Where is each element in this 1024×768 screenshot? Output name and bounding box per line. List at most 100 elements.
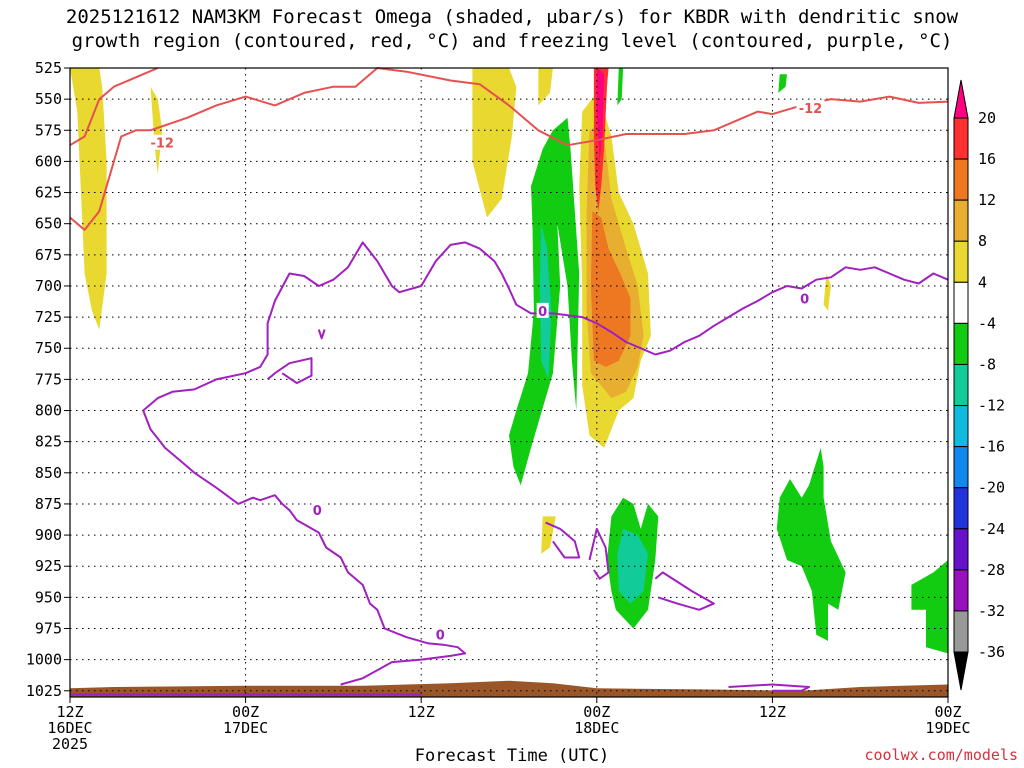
x-tick-label-36-0: 00Z [583,703,610,721]
colorbar-box-2 [953,158,969,201]
gridlines [70,67,948,697]
x-tick-label-0-1: 16DEC [47,719,92,737]
contour-label-bg-2 [536,302,549,318]
colorbar-box-12 [953,569,969,612]
contour-lines [69,67,949,696]
colorbar-box-6 [953,322,969,365]
y-tick-label-850: 850 [35,464,62,482]
contour-0-3 [142,241,949,686]
y-tick-label-925: 925 [35,557,62,575]
colorbar-label-1: 16 [978,150,996,168]
omega-shading [70,68,948,654]
colorbar-box-9 [953,446,969,489]
y-tick-label-575: 575 [35,121,62,139]
contour-label-4: 0 [436,629,445,644]
contour-label-bg-5 [798,290,811,306]
contour-0-5 [317,329,326,340]
contour-0-8 [654,571,715,611]
x-tick-label-60-0: 00Z [934,703,961,721]
contour--12-0 [69,67,159,147]
y-tick-label-950: 950 [35,588,62,606]
omega-region-12 [539,223,552,380]
y-tick-label-675: 675 [35,246,62,264]
x-tick-label-48-0: 12Z [759,703,786,721]
omega-region-6 [823,273,831,311]
site-credit[interactable]: coolwx.com/models [864,746,1018,764]
contour-label-bg-3 [311,502,324,518]
contour-label-2: 0 [538,305,547,320]
terrain-fill [70,680,948,697]
colorbar-box-1 [953,117,969,160]
y-tick-label-1025: 1025 [26,682,62,700]
colorbar-box-4 [953,240,969,283]
contour-label-3: 0 [313,504,322,519]
contour-label-bg-1 [796,99,825,115]
colorbar-label-9: -20 [978,479,1005,497]
colorbar-top-arrow [953,79,969,119]
contour-label-bg-4 [434,626,447,642]
omega-region-14 [617,528,648,604]
x-axis-label: Forecast Time (UTC) [414,746,610,766]
y-tick-label-600: 600 [35,152,62,170]
colorbar-box-11 [953,528,969,571]
colorbar-box-3 [953,199,969,242]
omega-region-16 [778,74,787,93]
colorbar-label-0: 20 [978,109,996,127]
plot-frame [69,67,949,698]
y-tick-label-900: 900 [35,526,62,544]
x-tick-label-0-0: 12Z [56,703,83,721]
colorbar-box-10 [953,487,969,530]
omega-region-3 [538,68,553,106]
contour-0-7 [588,527,610,580]
contour-label-1: -12 [799,102,823,117]
colorbar-label-11: -28 [978,561,1005,579]
colorbar-label-12: -32 [978,602,1005,620]
y-tick-label-700: 700 [35,277,62,295]
y-tick-label-775: 775 [35,370,62,388]
chart-title-line-1: 2025121612 NAM3KM Forecast Omega (shaded… [65,6,959,28]
x-tick-label-24-0: 12Z [408,703,435,721]
contour-0-4 [266,357,313,385]
chart-title-line-2: growth region (contoured, red, °C) and f… [71,30,953,52]
y-tick-label-625: 625 [35,184,62,202]
colorbar-label-3: 8 [978,232,987,250]
contour--12-1 [69,67,949,231]
omega-region-2 [472,68,517,218]
y-tick-label-650: 650 [35,215,62,233]
y-tick-label-800: 800 [35,402,62,420]
omega-region-10 [596,68,605,162]
y-tick-label-525: 525 [35,59,62,77]
y-tick-label-1000: 1000 [26,651,62,669]
omega-region-0 [70,68,107,330]
omega-region-17 [911,560,948,654]
y-tick-label-750: 750 [35,339,62,357]
colorbar-box-7 [953,363,969,407]
y-tick-label-975: 975 [35,619,62,637]
y-tick-label-825: 825 [35,433,62,451]
x-tick-label-12-0: 00Z [232,703,259,721]
colorbar-label-10: -24 [978,520,1005,538]
contour-label-bg-0 [148,134,177,150]
x-tick-label-0-2: 2025 [52,735,88,753]
colorbar: 20 16 12 8 4 -4 -8 -12 -16 -20 -24 -28 -32 -36 [953,79,1005,691]
contour-labels: -12 -12 0 0 0 0 [148,99,825,644]
colorbar-label-6: -8 [978,355,996,373]
x-tick-label-36-1: 18DEC [574,719,619,737]
omega-region-5 [541,516,556,554]
y-axis: 525 550 575 600 625 650 675 700 725 750 775 800 825 8… [26,59,70,700]
colorbar-label-8: -16 [978,438,1005,456]
colorbar-label-2: 12 [978,191,996,209]
x-tick-label-12-1: 17DEC [223,719,268,737]
colorbar-box-13 [953,610,969,653]
colorbar-label-5: -4 [978,314,996,332]
colorbar-label-4: 4 [978,273,987,291]
colorbar-label-7: -12 [978,397,1005,415]
omega-region-8 [590,211,631,367]
omega-region-1 [150,86,163,174]
colorbar-bottom-arrow [953,651,969,691]
contour-label-0: -12 [150,137,174,152]
contour-label-5: 0 [800,292,809,307]
omega-region-18 [617,68,624,106]
